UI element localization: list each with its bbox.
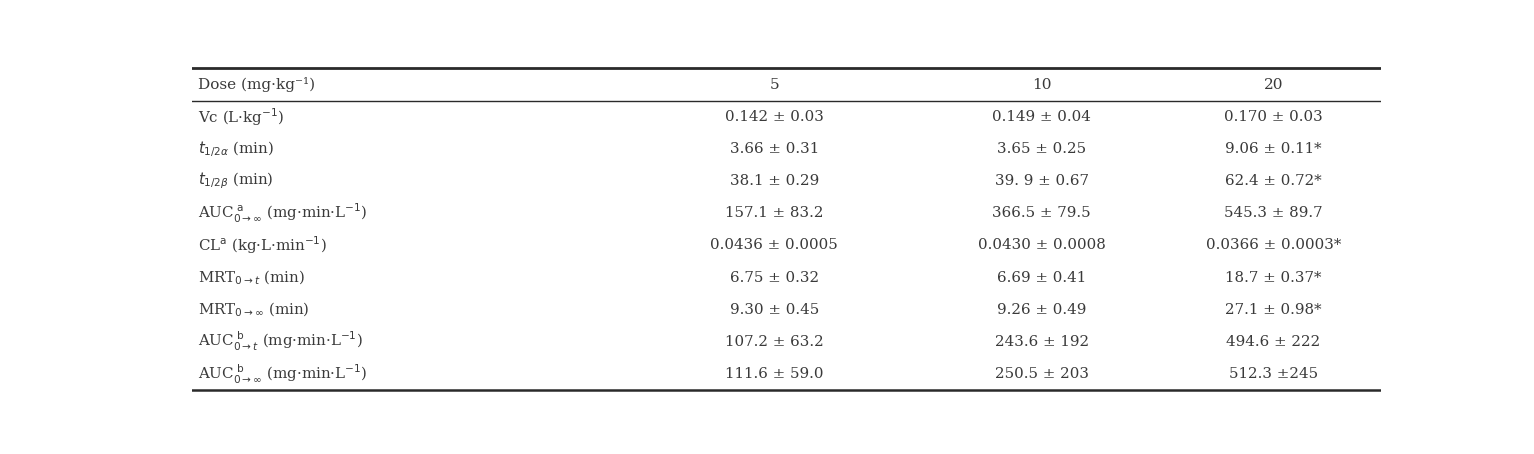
Text: 0.0430 ± 0.0008: 0.0430 ± 0.0008 xyxy=(977,238,1106,252)
Text: 9.06 ± 0.11*: 9.06 ± 0.11* xyxy=(1226,142,1322,156)
Text: 27.1 ± 0.98*: 27.1 ± 0.98* xyxy=(1226,303,1322,317)
Text: 38.1 ± 0.29: 38.1 ± 0.29 xyxy=(730,174,819,188)
Text: 3.65 ± 0.25: 3.65 ± 0.25 xyxy=(997,142,1086,156)
Text: 0.0366 ± 0.0003*: 0.0366 ± 0.0003* xyxy=(1206,238,1341,252)
Text: 494.6 ± 222: 494.6 ± 222 xyxy=(1227,335,1321,349)
Text: 512.3 ±245: 512.3 ±245 xyxy=(1229,367,1318,381)
Text: 243.6 ± 192: 243.6 ± 192 xyxy=(994,335,1089,349)
Text: Vc (L·kg$^{-1}$): Vc (L·kg$^{-1}$) xyxy=(198,106,284,128)
Text: AUC$_{0\rightarrow\infty}^{\rm\ a}$ (mg·min·L$^{-1}$): AUC$_{0\rightarrow\infty}^{\rm\ a}$ (mg·… xyxy=(198,202,367,225)
Text: 157.1 ± 83.2: 157.1 ± 83.2 xyxy=(726,206,824,220)
Text: 0.149 ± 0.04: 0.149 ± 0.04 xyxy=(992,110,1091,123)
Text: 6.75 ± 0.32: 6.75 ± 0.32 xyxy=(730,271,819,285)
Text: 0.0436 ± 0.0005: 0.0436 ± 0.0005 xyxy=(710,238,838,252)
Text: 18.7 ± 0.37*: 18.7 ± 0.37* xyxy=(1226,271,1322,285)
Text: 5: 5 xyxy=(770,78,779,92)
Text: MRT$_{0\rightarrow\infty}$ (min): MRT$_{0\rightarrow\infty}$ (min) xyxy=(198,301,310,319)
Text: MRT$_{0\rightarrow t}$ (min): MRT$_{0\rightarrow t}$ (min) xyxy=(198,268,305,287)
Text: 250.5 ± 203: 250.5 ± 203 xyxy=(994,367,1089,381)
Text: 111.6 ± 59.0: 111.6 ± 59.0 xyxy=(726,367,824,381)
Text: 366.5 ± 79.5: 366.5 ± 79.5 xyxy=(992,206,1091,220)
Text: 0.170 ± 0.03: 0.170 ± 0.03 xyxy=(1224,110,1322,123)
Text: $t_{1/2\alpha}$ (min): $t_{1/2\alpha}$ (min) xyxy=(198,139,273,159)
Text: 9.30 ± 0.45: 9.30 ± 0.45 xyxy=(730,303,819,317)
Text: 107.2 ± 63.2: 107.2 ± 63.2 xyxy=(726,335,824,349)
Text: 39. 9 ± 0.67: 39. 9 ± 0.67 xyxy=(994,174,1089,188)
Text: $t_{1/2\beta}$ (min): $t_{1/2\beta}$ (min) xyxy=(198,171,273,191)
Text: AUC$_{0\rightarrow\infty}^{\rm\ b}$ (mg·min·L$^{-1}$): AUC$_{0\rightarrow\infty}^{\rm\ b}$ (mg·… xyxy=(198,362,367,385)
Text: Dose (mg·kg⁻¹): Dose (mg·kg⁻¹) xyxy=(198,77,314,92)
Text: 0.142 ± 0.03: 0.142 ± 0.03 xyxy=(726,110,824,123)
Text: 545.3 ± 89.7: 545.3 ± 89.7 xyxy=(1224,206,1322,220)
Text: 20: 20 xyxy=(1264,78,1284,92)
Text: 62.4 ± 0.72*: 62.4 ± 0.72* xyxy=(1226,174,1322,188)
Text: CL$^{\rm a}$ (kg·L·min$^{-1}$): CL$^{\rm a}$ (kg·L·min$^{-1}$) xyxy=(198,235,327,256)
Text: 10: 10 xyxy=(1032,78,1051,92)
Text: AUC$_{0\rightarrow t}^{\rm\ b}$ (mg·min·L$^{-1}$): AUC$_{0\rightarrow t}^{\rm\ b}$ (mg·min·… xyxy=(198,330,362,353)
Text: 3.66 ± 0.31: 3.66 ± 0.31 xyxy=(730,142,819,156)
Text: 6.69 ± 0.41: 6.69 ± 0.41 xyxy=(997,271,1086,285)
Text: 9.26 ± 0.49: 9.26 ± 0.49 xyxy=(997,303,1086,317)
